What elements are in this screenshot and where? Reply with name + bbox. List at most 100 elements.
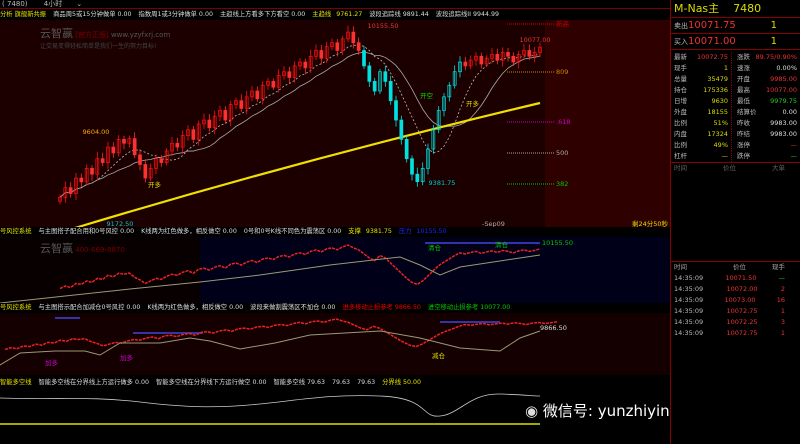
panel2-selector[interactable]: 号风控系统: [0, 304, 32, 311]
candle-body: [68, 187, 73, 194]
candle-body: [298, 61, 302, 67]
candle-body: [458, 61, 462, 73]
quote-value: —: [790, 152, 798, 160]
watermark-2: 云智赢 400-669-8870: [40, 240, 125, 256]
indicator-value: 主趋线上方看多下方看空 0.00: [219, 11, 306, 18]
candle-body: [132, 138, 137, 156]
quote-value: 9983.00: [770, 119, 797, 127]
quote-label: 涨停: [737, 141, 750, 149]
price-trace: [59, 244, 541, 290]
candle-body: [308, 55, 313, 69]
trade-price: 10072.75: [726, 307, 758, 315]
quote-value: 51%: [713, 119, 728, 127]
watermark-slogan: 让交易变得轻松简单是我们一生的努力目标!: [40, 43, 157, 50]
quote-value: 35479: [707, 75, 728, 83]
top-toolbar: ( 7480) 4小时 ⌄: [0, 0, 670, 9]
candle-body: [202, 119, 206, 125]
main-price-chart[interactable]: 10155.50 9604.00 9172.50 9381.75 10077.00 开空开…: [0, 20, 670, 230]
candle-body: [164, 150, 169, 163]
panel3-header: 智能多空线 智能多空线在分界线上方运行做多 0.00 智能多空线在分界线下方运行…: [0, 378, 670, 388]
quote-value: 17324: [707, 130, 728, 138]
fib-label: .618: [556, 118, 570, 126]
quote-label: 比例: [674, 119, 687, 127]
stop-value-label: 9866.50: [540, 324, 567, 332]
support-value: 9381.75: [365, 228, 392, 235]
quote-label: 总量: [674, 75, 687, 83]
low-price-label: 9172.50: [107, 220, 134, 228]
indicator-value: 79.63: [357, 379, 376, 386]
quote-value: 1: [723, 64, 728, 72]
panel1-selector[interactable]: 号风控系统: [0, 228, 32, 235]
candle-body: [191, 129, 196, 140]
symbol-code: ( 7480): [2, 0, 28, 8]
col-volume: 现手: [772, 263, 785, 271]
candle-body: [431, 129, 436, 150]
panel3-selector[interactable]: 智能多空线: [0, 379, 32, 386]
support-label: 支撑: [348, 228, 361, 235]
short-stop: 进空移动止损参考 10077.00: [427, 304, 511, 311]
wechat-watermark: ◉ 微信号: yunzhiying688: [525, 400, 708, 421]
panel1-chart[interactable]: 10155.50 清仓 清仓: [0, 237, 670, 303]
trade-volume: 2: [780, 285, 785, 293]
long-ma-line: [74, 101, 541, 230]
candle-body: [495, 53, 500, 61]
candle-body: [255, 90, 260, 100]
col-price: 价位: [733, 263, 746, 271]
trade-price: 10072.25: [726, 318, 758, 326]
quote-row: 内盘 17324 昨结 9983.00: [671, 129, 800, 140]
panel-bg: [0, 313, 670, 375]
watermark-brand: 云智赢: [40, 242, 73, 255]
candle-body: [522, 50, 526, 55]
flat-signal: 清仓: [428, 243, 442, 252]
track-line-2: 波段追踪线II 9944.99: [435, 11, 500, 18]
candle-body: [127, 138, 132, 144]
chevron-down-icon[interactable]: ⌄: [76, 0, 83, 8]
candle-body: [463, 61, 468, 67]
candle-body: [335, 42, 340, 51]
col-time: 时间: [674, 164, 687, 172]
candle-body: [399, 119, 404, 140]
quote-row: 日增 9630 最低 9979.75: [671, 96, 800, 107]
candle-body: [319, 50, 324, 59]
candle-body: [346, 31, 350, 40]
candle-body: [404, 139, 409, 160]
quote-value: 9979.75: [770, 97, 797, 105]
candle-body: [58, 197, 62, 202]
period-selector[interactable]: 4小时: [43, 0, 63, 8]
trade-price: 10073.00: [724, 296, 756, 304]
high-price-label: 10155.50: [367, 22, 398, 30]
bid-row[interactable]: 买入10071.00 1: [671, 34, 800, 50]
quote-value: 9983.00: [770, 130, 797, 138]
candle-body: [410, 158, 414, 175]
quote-label: 结算价: [737, 108, 757, 116]
candle-body: [170, 142, 174, 152]
open-long-signal: 开多: [466, 99, 480, 108]
panel3-chart[interactable]: [0, 388, 670, 444]
candle-body: [180, 135, 185, 148]
quote-value: 18155: [707, 108, 728, 116]
chart-bg-right: [545, 20, 670, 230]
trade-row: 14:35:09 10072.00 2: [671, 284, 800, 295]
candle-body: [314, 50, 318, 57]
countdown-label: 剩24分50秒: [632, 219, 669, 228]
candle-body: [228, 104, 233, 121]
trade-time: 14:35:09: [674, 296, 704, 304]
indicator-selector[interactable]: 分析 旗舰新共振: [0, 11, 47, 18]
panel1-header: 号风控系统 与主图搭子配合用和0号风控 0.00 K线两为红色做多，相反做空 0…: [0, 227, 670, 237]
quote-label: 日增: [674, 97, 687, 105]
quote-value: —: [721, 152, 729, 160]
candle-body: [138, 154, 142, 165]
trade-price: 10072.75: [726, 329, 758, 337]
trend-value: 9761.27: [336, 11, 363, 18]
trade-time: 14:35:09: [674, 274, 704, 282]
candle-body: [63, 187, 68, 198]
watermark-tag: [官方正版]: [75, 31, 109, 39]
recent-high-label: 10077.00: [519, 36, 550, 44]
ask-row[interactable]: 卖出10071.75 1: [671, 18, 800, 34]
candle-body: [106, 146, 110, 163]
candle-body: [474, 55, 478, 61]
ask-price: 10071.75: [688, 20, 736, 31]
trailing-stop-line: [0, 330, 541, 366]
open-long-signal: 开多: [148, 180, 162, 189]
